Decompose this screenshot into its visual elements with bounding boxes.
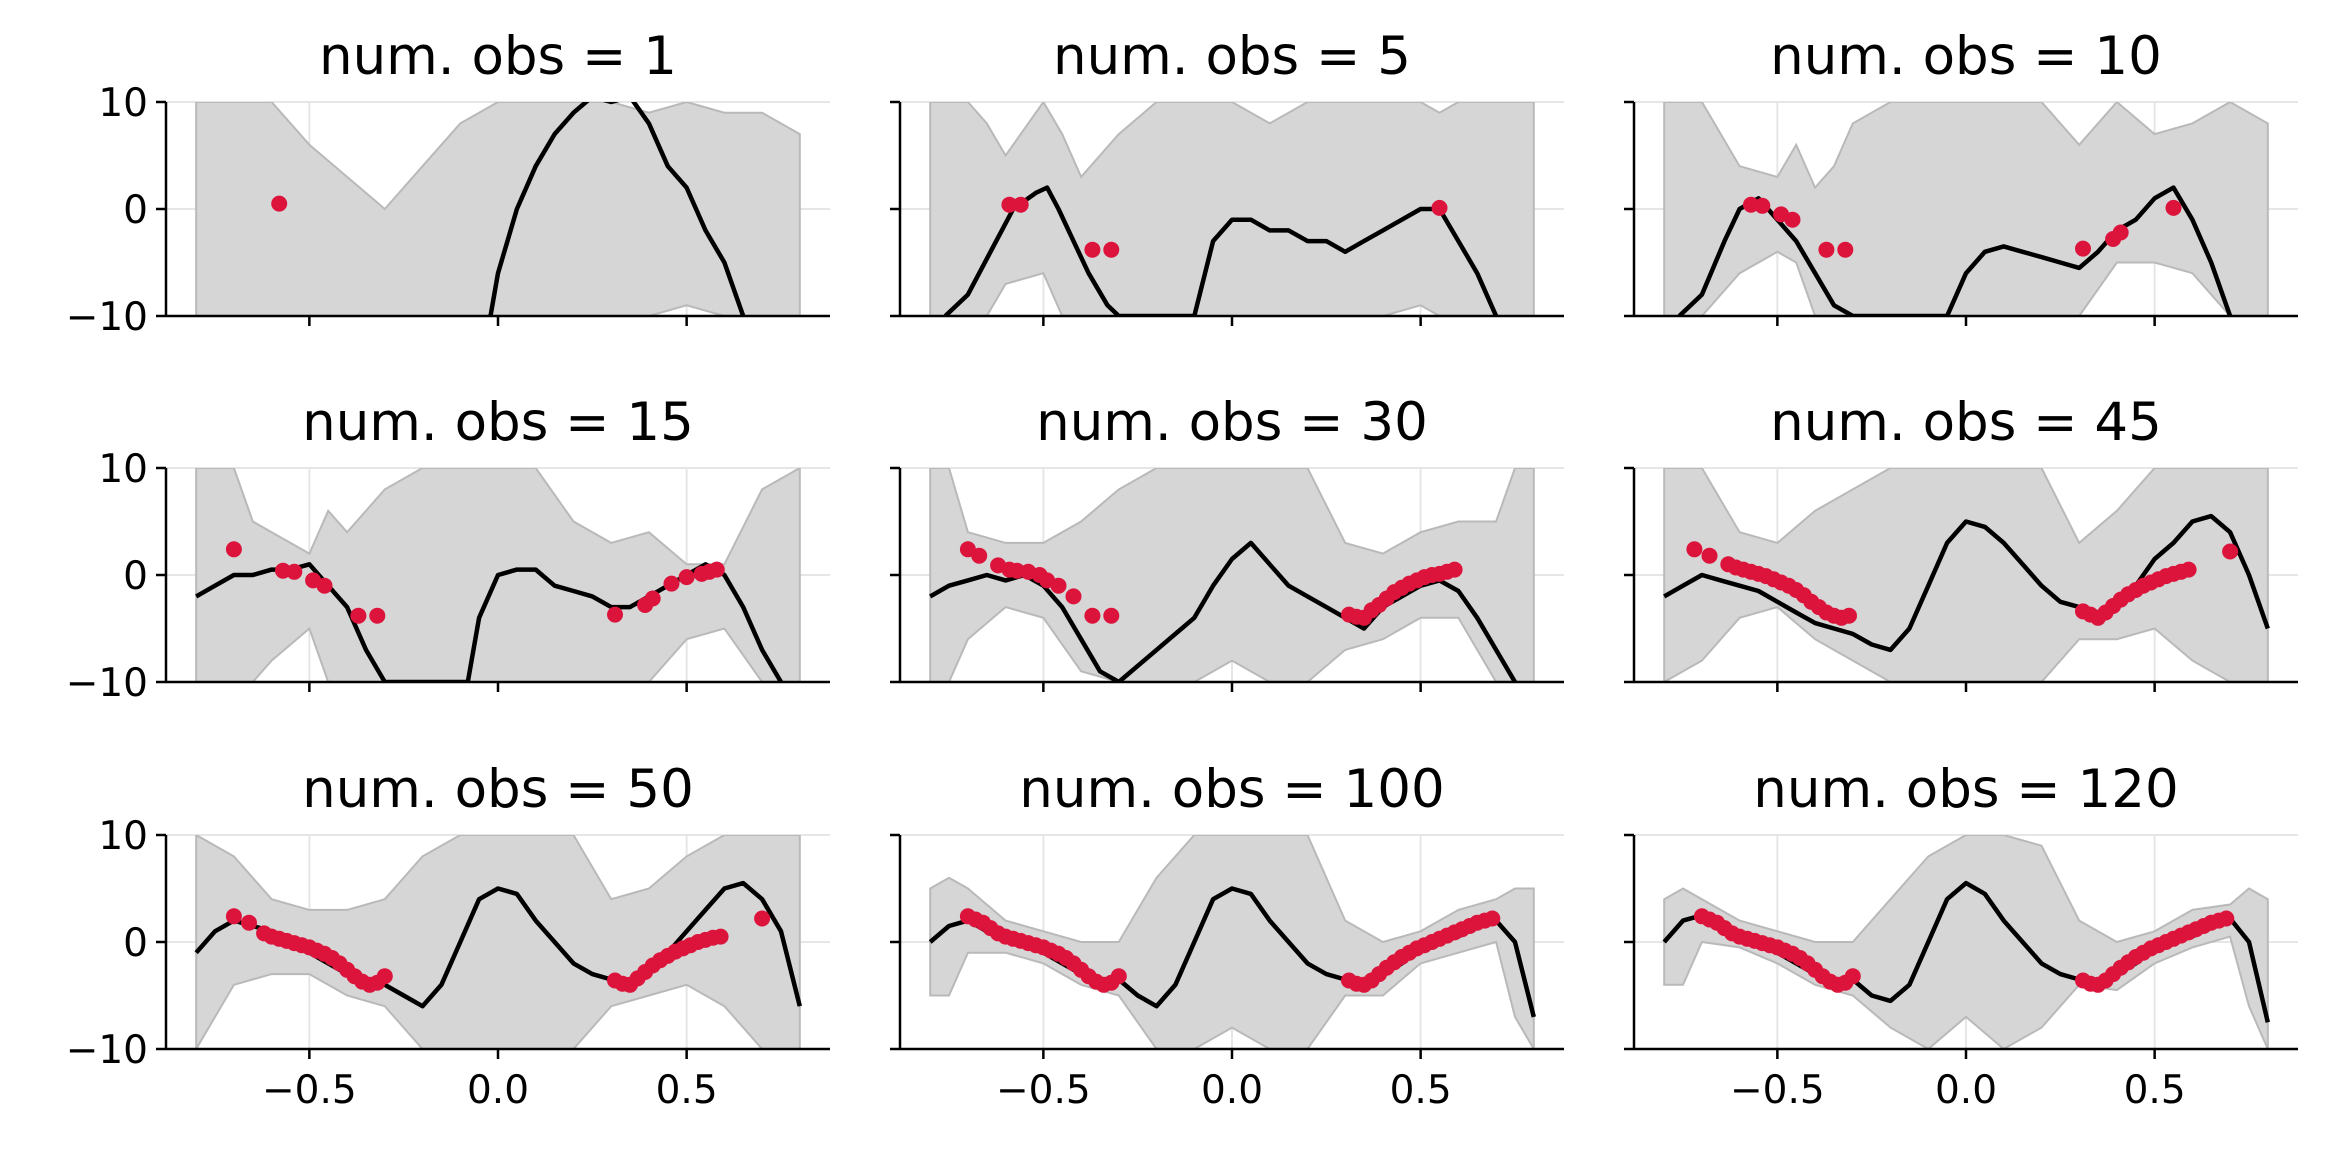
y-tick-label: 10 <box>98 447 148 492</box>
uncertainty-band <box>195 102 801 316</box>
observation-point <box>971 547 988 564</box>
observation-point <box>1431 199 1448 216</box>
y-tick-label: 0 <box>123 921 148 966</box>
subplot-3: num. obs = 10 <box>1624 26 2298 326</box>
subplot-6: num. obs = 45 <box>1624 392 2298 692</box>
observation-point <box>678 569 695 586</box>
plot-area <box>1663 468 2270 682</box>
observation-point <box>376 968 393 985</box>
x-tick-label: 0.5 <box>656 1068 718 1113</box>
observation-point <box>286 563 303 580</box>
y-tick-label: 10 <box>98 814 148 859</box>
subplot-title: num. obs = 15 <box>302 392 694 453</box>
subplot-title: num. obs = 5 <box>1053 26 1411 87</box>
observation-point <box>754 910 771 927</box>
observation-point <box>712 928 729 945</box>
subplot-title: num. obs = 30 <box>1036 392 1428 453</box>
y-tick-label: 0 <box>123 188 148 233</box>
observation-point <box>1012 196 1029 213</box>
observation-point <box>708 561 725 578</box>
observation-point <box>1686 541 1703 558</box>
observation-point <box>1001 196 1018 213</box>
observation-point <box>1844 968 1861 985</box>
observation-point <box>1754 197 1771 214</box>
observation-point <box>1084 607 1101 624</box>
subplot-title: num. obs = 100 <box>1019 759 1444 820</box>
observation-point <box>2218 910 2235 927</box>
x-tick-label: 0.0 <box>1201 1068 1263 1113</box>
uncertainty-band <box>1663 468 2269 682</box>
observation-point <box>1084 241 1101 258</box>
observation-point <box>1103 607 1120 624</box>
observation-point <box>2180 561 2197 578</box>
y-tick-label: 10 <box>98 81 148 126</box>
observation-point <box>1701 547 1718 564</box>
observation-point <box>241 914 257 931</box>
x-tick-label: 0.0 <box>1935 1068 1997 1113</box>
subplot-title: num. obs = 50 <box>302 759 694 820</box>
posterior-mean-line <box>943 185 1499 316</box>
observation-point <box>1103 241 1120 258</box>
uncertainty-band <box>195 835 801 1049</box>
subplot-title: num. obs = 120 <box>1753 759 2178 820</box>
plot-area <box>195 102 801 316</box>
observation-point <box>1818 241 1835 258</box>
observation-point <box>644 590 661 607</box>
y-tick-label: 0 <box>123 554 148 599</box>
uncertainty-band <box>1663 102 2269 316</box>
plot-area <box>928 835 1536 1049</box>
observation-point <box>663 575 680 592</box>
observation-point <box>2112 224 2129 241</box>
x-tick-label: −0.5 <box>1730 1068 1825 1113</box>
observation-point <box>1841 607 1857 624</box>
observation-point <box>1446 561 1463 578</box>
subplot-5: num. obs = 30 <box>890 392 1564 692</box>
subplot-2: num. obs = 5 <box>890 26 1564 326</box>
observation-point <box>225 908 242 925</box>
plot-area <box>1662 835 2270 1049</box>
posterior-mean-line <box>488 102 746 316</box>
subplot-9: −0.5 0.0 0.5 num. obs = 120 <box>1624 759 2298 1113</box>
observation-point <box>607 606 623 623</box>
x-tick-label: 0.0 <box>467 1068 529 1113</box>
plot-area <box>194 835 802 1049</box>
subplot-title: num. obs = 45 <box>1770 392 2162 453</box>
plot-area <box>929 468 1535 682</box>
x-tick-label: −0.5 <box>996 1068 1091 1113</box>
observation-point <box>225 541 242 558</box>
observation-point <box>1050 577 1067 594</box>
subplot-4: −10 0 10 num. obs = 15 <box>66 392 830 706</box>
x-tick-label: −0.5 <box>262 1068 357 1113</box>
posterior-mean-line <box>1663 513 2270 653</box>
observation-point <box>2165 199 2182 216</box>
x-tick-label: 0.5 <box>2124 1068 2186 1113</box>
observation-point <box>1065 588 1082 605</box>
observation-point <box>350 607 367 624</box>
x-tick-label: 0.5 <box>1390 1068 1452 1113</box>
plot-area <box>929 102 1535 316</box>
subplot-title: num. obs = 1 <box>319 26 677 87</box>
observation-point <box>1784 211 1801 228</box>
plot-area <box>1663 102 2269 316</box>
uncertainty-band <box>929 468 1535 682</box>
subplot-title: num. obs = 10 <box>1770 26 2162 87</box>
observation-point <box>1484 910 1501 927</box>
subplot-1: −10 0 10 num. obs = 1 <box>66 26 830 340</box>
y-tick-label: −10 <box>66 1028 148 1073</box>
observation-point <box>2222 543 2239 560</box>
y-tick-label: −10 <box>66 295 148 340</box>
subplot-8: −0.5 0.0 0.5 num. obs = 100 <box>890 759 1564 1113</box>
subplot-7: −10 0 10 −0.5 0.0 0.5 num. obs = 50 <box>66 759 830 1113</box>
observation-point <box>1110 968 1127 985</box>
observation-point <box>271 195 288 212</box>
observation-point <box>1837 241 1854 258</box>
y-tick-label: −10 <box>66 661 148 706</box>
observation-point <box>2075 240 2091 257</box>
observation-point <box>369 607 386 624</box>
plot-area <box>195 468 801 682</box>
observation-point <box>316 577 333 594</box>
